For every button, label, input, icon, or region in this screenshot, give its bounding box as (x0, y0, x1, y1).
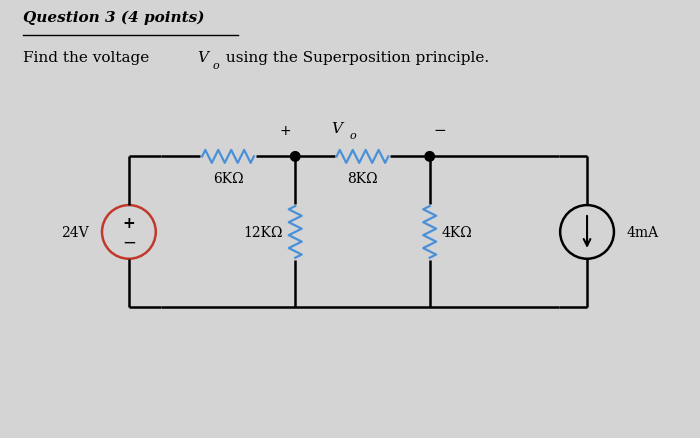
Text: o: o (349, 131, 356, 141)
Circle shape (425, 152, 434, 162)
Text: using the Superposition principle.: using the Superposition principle. (220, 51, 489, 65)
Text: +: + (122, 216, 135, 231)
Text: −: − (122, 233, 136, 251)
Text: 12KΩ: 12KΩ (244, 226, 284, 240)
Text: 6KΩ: 6KΩ (213, 172, 244, 186)
Text: 8KΩ: 8KΩ (347, 172, 378, 186)
Text: Find the voltage: Find the voltage (23, 51, 155, 65)
Circle shape (290, 152, 300, 162)
Text: V: V (332, 121, 342, 135)
Circle shape (291, 153, 299, 161)
Text: V: V (197, 51, 209, 65)
Text: 4KΩ: 4KΩ (442, 226, 472, 240)
Text: 24V: 24V (62, 226, 89, 240)
Text: +: + (279, 123, 291, 137)
Text: −: − (433, 122, 446, 137)
Text: o: o (213, 61, 219, 71)
Circle shape (426, 153, 434, 161)
Text: 4mA: 4mA (627, 226, 659, 240)
Text: Question 3 (4 points): Question 3 (4 points) (23, 11, 205, 25)
